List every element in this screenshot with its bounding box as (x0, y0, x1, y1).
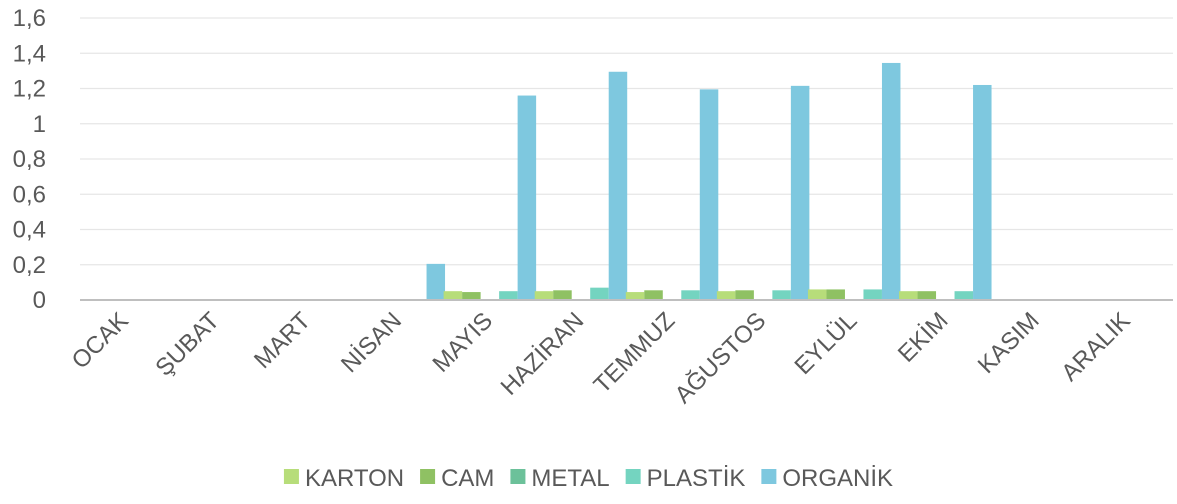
legend-swatch-metal (510, 469, 526, 484)
legend-swatch-karton (283, 469, 299, 484)
bar-plasti̇k-8 (863, 289, 882, 300)
legend-swatch-plasti̇k (625, 469, 641, 484)
bar-plasti̇k-7 (772, 290, 791, 300)
legend-label-organi̇k: ORGANİK (782, 465, 893, 492)
y-tick-label: 0 (33, 287, 46, 314)
bar-cam-4 (462, 292, 481, 300)
bar-karton-9 (899, 291, 918, 300)
bar-cam-6 (644, 290, 663, 300)
bar-organi̇k-6 (699, 89, 719, 300)
bar-cam-9 (917, 291, 937, 300)
bar-karton-8 (807, 289, 827, 300)
x-tick-label: KASIM (973, 307, 1045, 379)
bar-plasti̇k-6 (681, 290, 700, 300)
x-tick-label: ARALIK (1056, 307, 1135, 386)
y-tick-label: 1,6 (13, 5, 46, 32)
legend-label-karton: KARTON (305, 465, 404, 492)
bars (426, 62, 992, 300)
bar-organi̇k-8 (881, 62, 901, 300)
bar-karton-5 (534, 291, 554, 300)
y-tick-label: 1,2 (13, 76, 46, 103)
x-tick-label: HAZİRAN (496, 307, 590, 401)
y-tick-label: 1,4 (13, 40, 46, 67)
legend: KARTON CAM METAL PLASTİK ORGANİK (283, 465, 893, 492)
x-tick-label: NİSAN (336, 307, 407, 378)
legend-swatch-organi̇k (761, 469, 777, 484)
y-tick-label: 1 (33, 111, 46, 138)
x-tick-label: ŞUBAT (150, 307, 225, 382)
bar-organi̇k-5 (608, 71, 628, 300)
bar-karton-6 (625, 292, 645, 300)
bar-karton-4 (443, 291, 463, 300)
legend-swatch-cam (420, 469, 436, 484)
bar-cam-8 (826, 289, 845, 300)
x-tick-label: MAYIS (427, 307, 498, 378)
bar-organi̇k-3 (426, 263, 446, 300)
x-tick-label: EYLÜL (790, 307, 863, 380)
y-tick-label: 0,4 (13, 217, 46, 244)
bar-organi̇k-4 (517, 95, 537, 300)
bar-organi̇k-9 (973, 84, 992, 300)
bar-plasti̇k-4 (499, 291, 518, 300)
y-tick-label: 0,2 (13, 252, 46, 279)
bar-plasti̇k-5 (590, 287, 609, 300)
legend-label-cam: CAM (441, 465, 494, 492)
bar-karton-7 (716, 291, 736, 300)
legend-label-plasti̇k: PLASTİK (647, 465, 746, 492)
bar-cam-7 (735, 290, 754, 300)
bar-organi̇k-7 (790, 85, 810, 300)
x-tick-label: MART (249, 307, 316, 374)
x-tick-label: EKİM (893, 307, 954, 368)
y-tick-label: 0,6 (13, 181, 46, 208)
y-axis-tick-labels: 0 0,2 0,4 0,6 0,8 1 1,2 1,4 1,6 (13, 5, 46, 314)
y-tick-label: 0,8 (13, 146, 46, 173)
bar-cam-5 (553, 290, 572, 300)
x-tick-label: AĞUSTOS (670, 307, 772, 409)
x-tick-label: TEMMUZ (589, 307, 681, 399)
bar-plasti̇k-9 (954, 291, 974, 300)
x-tick-label: OCAK (67, 307, 134, 374)
legend-label-metal: METAL (531, 465, 609, 492)
